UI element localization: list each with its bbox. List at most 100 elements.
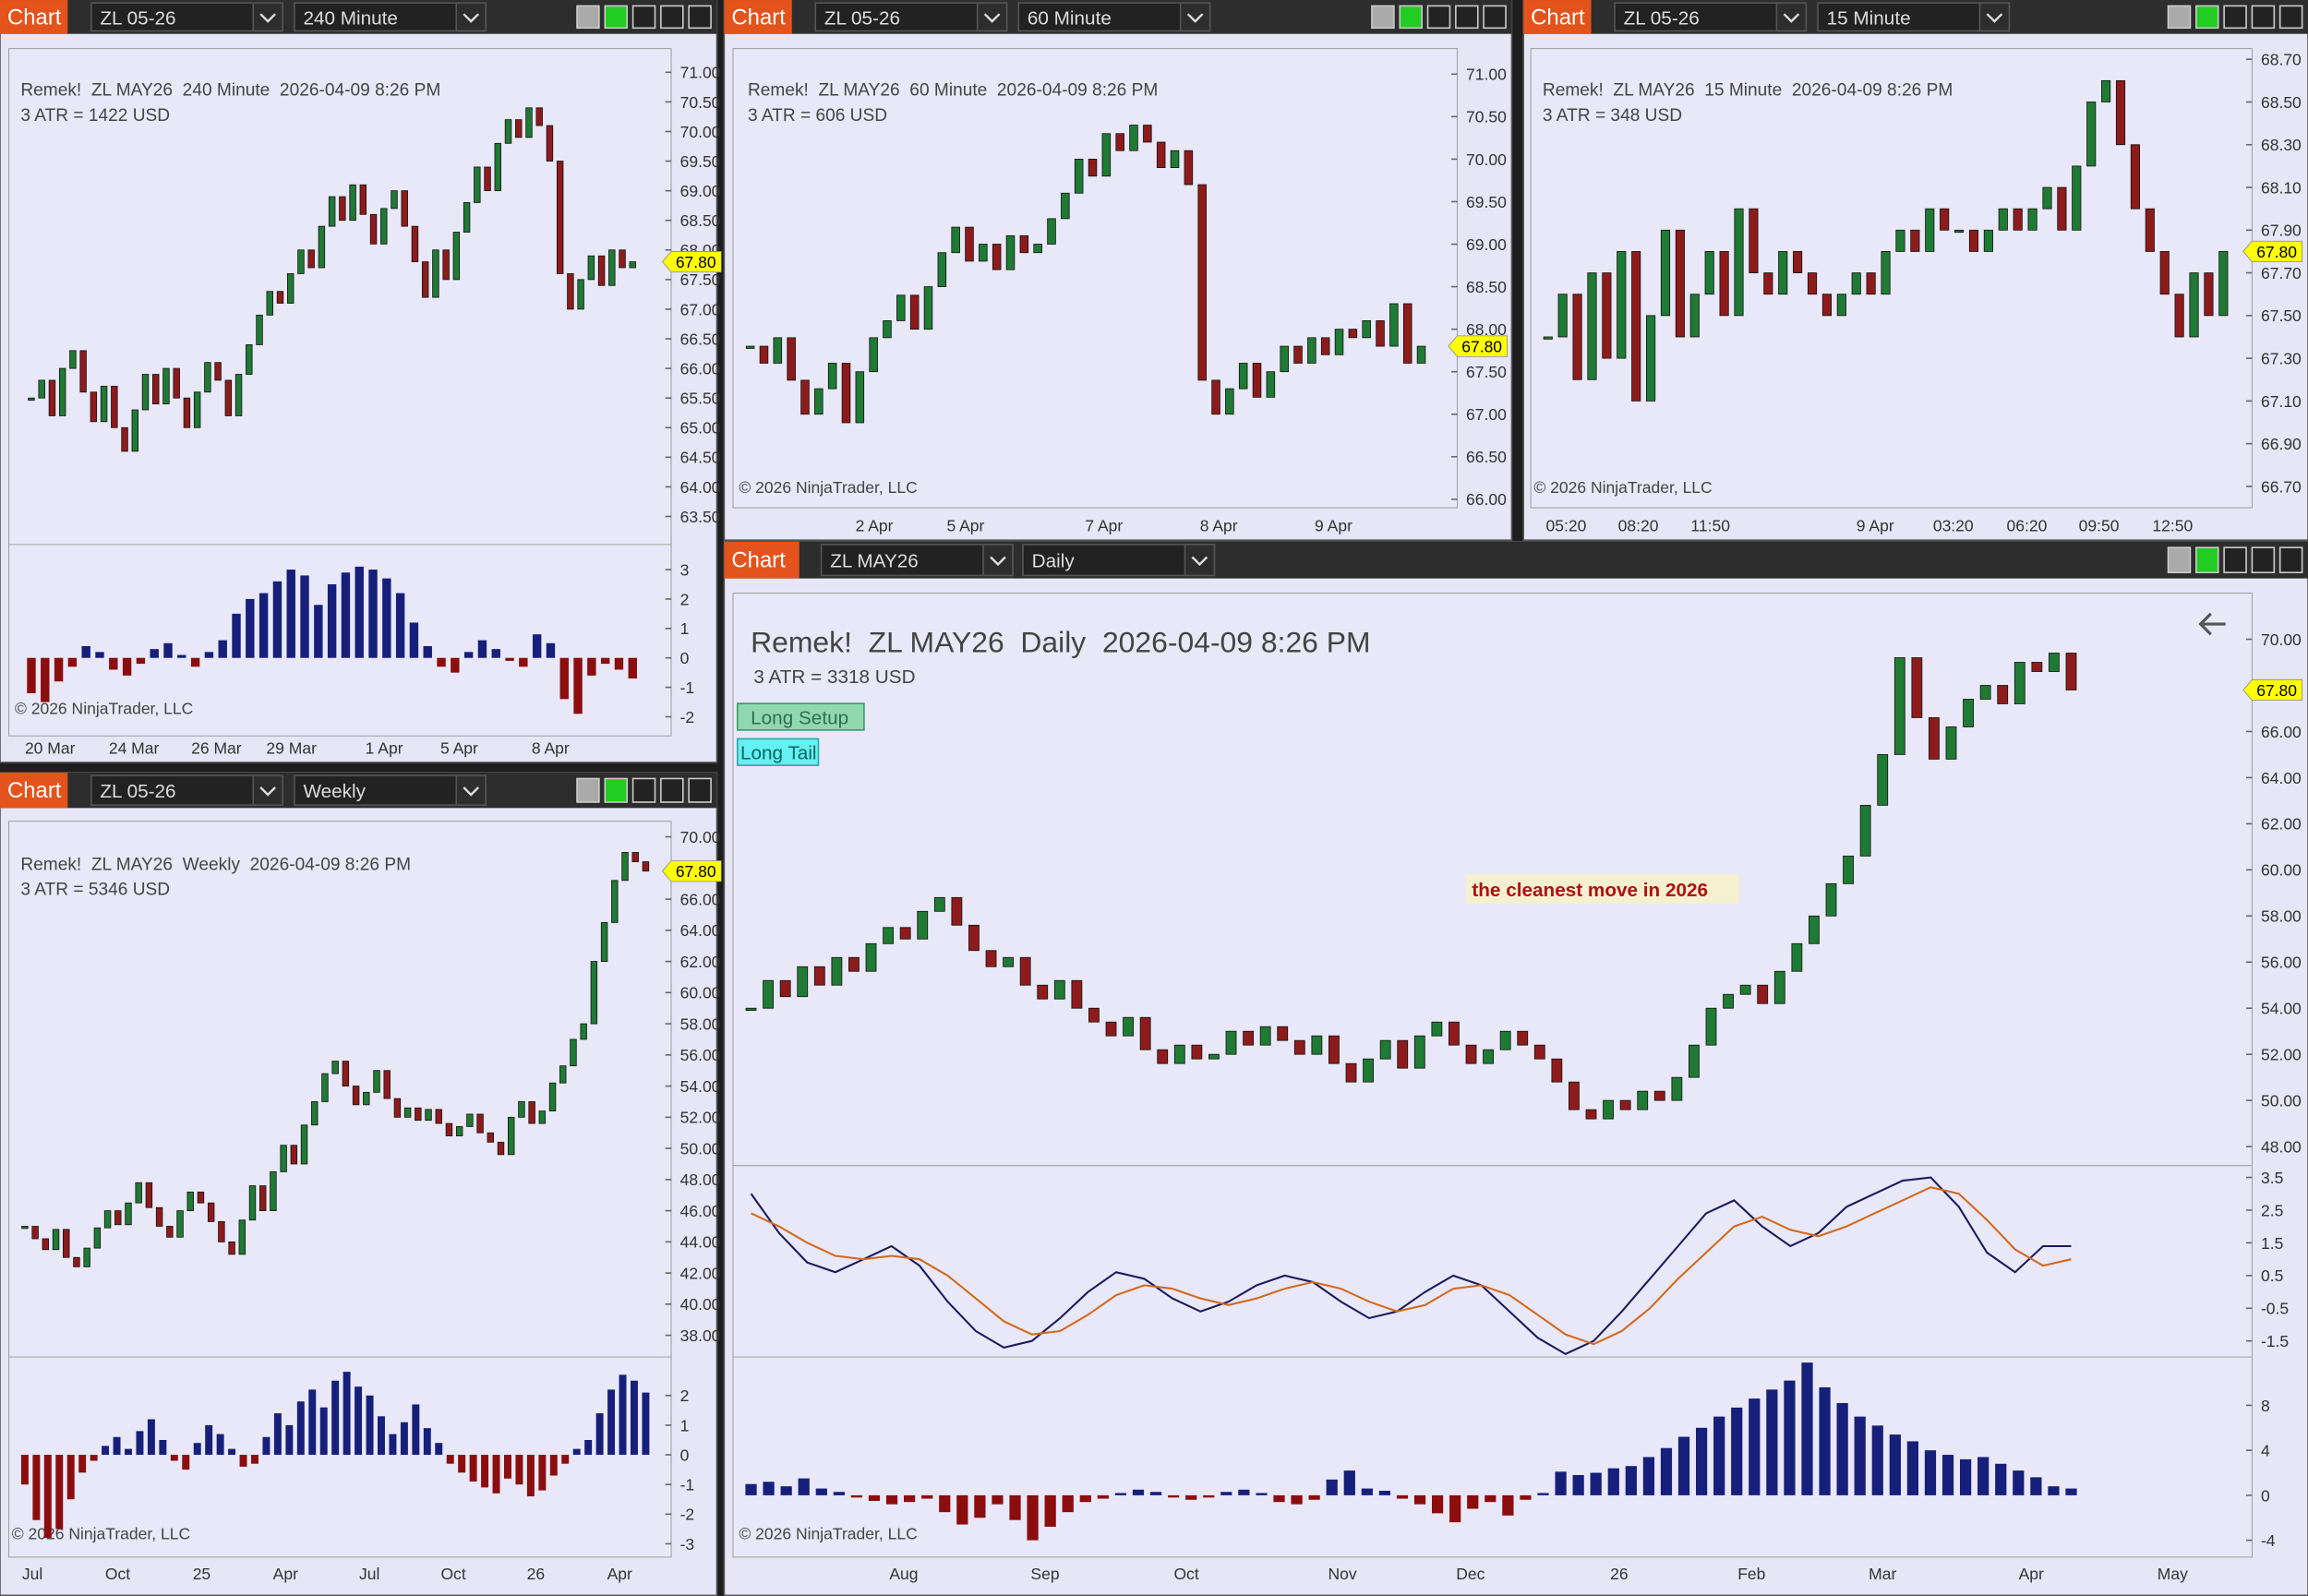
timeframe-dropdown-arrow-box[interactable] <box>455 2 487 32</box>
timeframe-dropdown-arrow-box[interactable] <box>1179 2 1211 32</box>
histogram-bar <box>395 593 405 658</box>
window-button[interactable] <box>631 5 656 30</box>
instrument-dropdown-arrow-box[interactable] <box>1775 2 1808 32</box>
window-button[interactable] <box>604 5 629 30</box>
chart-tab-label[interactable]: Chart <box>1531 5 1585 30</box>
timeframe-dropdown-label[interactable]: 60 Minute <box>1028 7 1112 29</box>
window-button[interactable] <box>2195 546 2219 574</box>
histogram-bar <box>355 566 364 658</box>
timeframe-dropdown[interactable] <box>294 2 487 32</box>
long-setup-button[interactable] <box>736 702 865 731</box>
window-button[interactable] <box>688 777 712 803</box>
chart-tab-label[interactable]: Chart <box>731 5 786 30</box>
timeframe-dropdown[interactable] <box>1022 544 1216 577</box>
window-button[interactable] <box>576 5 600 30</box>
instrument-dropdown-label[interactable]: ZL MAY26 <box>830 551 919 572</box>
long-tail-label[interactable]: Long Tail <box>740 743 817 764</box>
last-price-label: 67.80 <box>676 862 716 881</box>
timeframe-dropdown-arrow-box[interactable] <box>455 774 487 806</box>
timeframe-dropdown-arrow-box[interactable] <box>1978 2 2011 32</box>
window-button[interactable] <box>660 777 684 803</box>
timeframe-dropdown[interactable] <box>1817 2 2011 32</box>
back-arrow[interactable] <box>2198 612 2226 636</box>
histogram-bar <box>1537 1493 1549 1495</box>
chart-tab-label[interactable]: Chart <box>7 778 62 803</box>
chart-tab[interactable] <box>1523 0 1592 34</box>
chart-tab-label[interactable]: Chart <box>731 548 786 573</box>
histogram-bar <box>216 1434 224 1456</box>
timeframe-dropdown-arrow-box[interactable] <box>1184 544 1216 577</box>
histogram-bar <box>228 1448 236 1456</box>
window-button[interactable] <box>1371 5 1395 30</box>
y-tick-label: 54.00 <box>680 1077 721 1096</box>
window-button[interactable] <box>1399 5 1423 30</box>
window-button[interactable] <box>1455 5 1479 30</box>
candle <box>266 291 273 316</box>
candle <box>28 397 35 401</box>
instrument-dropdown-arrow-box[interactable] <box>252 774 283 806</box>
instrument-dropdown-arrow[interactable] <box>259 13 276 23</box>
window-button[interactable] <box>1483 5 1507 30</box>
chart-tab[interactable] <box>724 541 799 579</box>
candle <box>2130 144 2140 210</box>
timeframe-dropdown-label[interactable]: Weekly <box>303 781 366 802</box>
x-tick-label: Mar <box>1869 1565 1896 1583</box>
window-button[interactable] <box>660 5 684 30</box>
window-button[interactable] <box>2167 5 2192 30</box>
window-button[interactable] <box>2251 546 2276 574</box>
timeframe-dropdown-arrow[interactable] <box>1191 556 1208 567</box>
window-button[interactable] <box>2167 546 2192 574</box>
instrument-dropdown[interactable] <box>820 544 1014 577</box>
long-tail-button[interactable] <box>736 738 820 766</box>
window-button[interactable] <box>2278 546 2303 574</box>
instrument-dropdown-arrow-box[interactable] <box>982 544 1014 577</box>
window-button[interactable] <box>1426 5 1451 30</box>
window-button[interactable] <box>631 777 656 803</box>
candle <box>121 426 128 452</box>
instrument-dropdown-label[interactable]: ZL 05-26 <box>100 7 175 29</box>
chart-tab-label[interactable]: Chart <box>7 5 62 30</box>
window-button[interactable] <box>2195 5 2219 30</box>
timeframe-dropdown-arrow[interactable] <box>1186 13 1204 23</box>
window-button[interactable] <box>2223 546 2247 574</box>
instrument-dropdown-arrow[interactable] <box>983 13 1001 23</box>
timeframe-dropdown-arrow[interactable] <box>1986 13 2003 23</box>
timeframe-dropdown-label[interactable]: Daily <box>1032 551 1076 572</box>
candle <box>248 1185 257 1221</box>
instrument-dropdown-arrow[interactable] <box>1783 13 1800 23</box>
long-setup-label[interactable]: Long Setup <box>751 707 848 728</box>
candle <box>173 367 180 399</box>
instrument-dropdown-arrow[interactable] <box>259 786 276 797</box>
chart-tab[interactable] <box>0 0 68 34</box>
timeframe-dropdown-arrow[interactable] <box>463 13 480 23</box>
instrument-dropdown-arrow-box[interactable] <box>252 2 283 32</box>
candle <box>1334 329 1344 355</box>
instrument-dropdown[interactable] <box>1614 2 1808 32</box>
instrument-dropdown-label[interactable]: ZL 05-26 <box>824 7 900 29</box>
candle <box>1587 272 1597 380</box>
window-button[interactable] <box>2251 5 2276 30</box>
instrument-dropdown-arrow-box[interactable] <box>976 2 1008 32</box>
instrument-dropdown[interactable] <box>814 2 1008 32</box>
chart-tab[interactable] <box>0 773 68 809</box>
instrument-dropdown-arrow[interactable] <box>990 556 1006 567</box>
window-button[interactable] <box>2278 5 2303 30</box>
candle <box>328 196 336 227</box>
instrument-dropdown-label[interactable]: ZL 05-26 <box>1624 7 1700 29</box>
window-button[interactable] <box>576 777 600 803</box>
window-button[interactable] <box>688 5 712 30</box>
timeframe-dropdown-arrow[interactable] <box>463 786 480 797</box>
histogram-bar <box>974 1494 986 1518</box>
window-button[interactable] <box>604 777 629 803</box>
x-tick-label: 26 Mar <box>191 738 242 757</box>
y-tick-label: 1 <box>680 1416 690 1434</box>
window-button[interactable] <box>2223 5 2247 30</box>
candle <box>1739 984 1751 995</box>
candle <box>270 1171 277 1211</box>
candle <box>1376 320 1385 347</box>
chart-tab[interactable] <box>724 0 792 34</box>
instrument-dropdown-label[interactable]: ZL 05-26 <box>100 781 175 802</box>
timeframe-dropdown-label[interactable]: 15 Minute <box>1827 7 1911 29</box>
timeframe-dropdown-label[interactable]: 240 Minute <box>303 7 398 29</box>
candle <box>246 344 253 375</box>
